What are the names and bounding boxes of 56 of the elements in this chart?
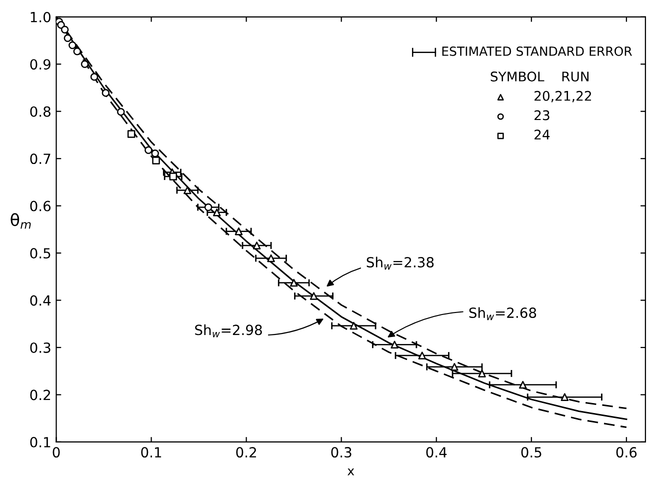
x-tick-label: 0.4 [426,447,447,458]
y-axis-title: θ$_{m}$ [10,213,31,229]
point [151,150,159,158]
y-tick-label: 0.5 [30,248,50,259]
y-tick-label: 0.2 [30,390,50,400]
legend-label: 24 [534,130,550,140]
point [267,254,275,262]
point [80,60,89,68]
annotation: Sh$_{w}$=2.38 [366,256,434,270]
y-tick-label: 0.7 [30,154,50,164]
point [478,370,486,378]
x-axis-title: x [348,468,354,476]
y-tick-label: 0.4 [30,295,51,306]
y-tick-label: 0.9 [30,59,50,70]
y-tick-label: 0.3 [30,342,50,353]
point [204,203,212,212]
point [184,186,192,194]
annotation: Sh$_{w}$=2.68 [469,307,536,320]
point [252,242,261,250]
y-tick-label: 0.6 [30,200,51,212]
x-tick-label: 0.6 [616,447,637,458]
point [234,227,243,236]
point [102,89,110,97]
point [117,108,125,116]
point [169,172,178,180]
x-tick-label: 0.3 [331,447,352,458]
point [64,34,72,42]
y-tick-label: 1.0 [30,12,50,22]
annotation: ESTIMATED STANDARD ERROR [442,46,632,56]
point [560,393,569,401]
point [144,146,152,154]
point [418,352,426,360]
x-tick-label: 0.1 [141,447,162,458]
point [290,278,298,287]
y-tick-label: 0.1 [30,436,50,448]
point [152,156,160,164]
point [518,380,527,389]
y-tick-label: 0.8 [30,106,50,117]
point [212,208,221,216]
point [57,21,65,29]
point [73,48,82,56]
point [127,130,136,138]
point [390,340,398,349]
legend-label: 23 [534,110,550,120]
x-tick-label: 0.2 [236,447,256,458]
legend-title: SYMBOL RUN [490,72,588,82]
x-tick-label: 0.5 [521,447,542,458]
point [68,41,76,50]
point [60,26,69,34]
point [450,362,458,371]
point [90,73,98,81]
point [310,292,318,300]
x-tick-label: 0 [52,447,60,458]
legend-label: 20,21,22 [534,90,592,102]
annotation: Sh$_{w}$=2.98 [195,324,262,338]
point [350,322,358,330]
